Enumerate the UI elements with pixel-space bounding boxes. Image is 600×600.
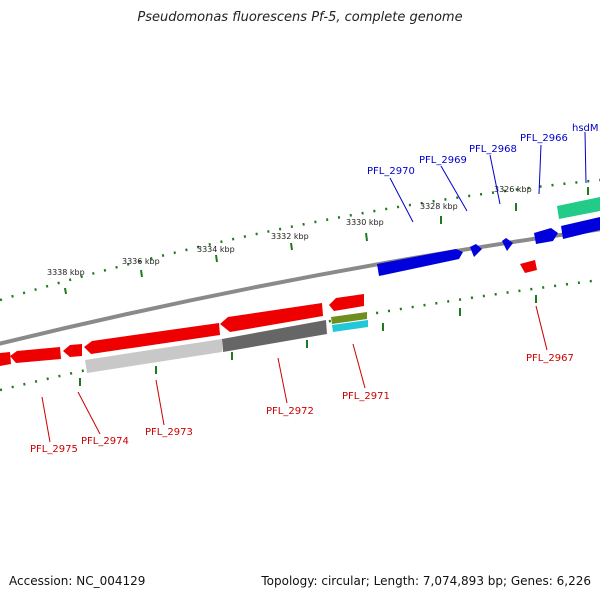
gene-pfl-2967[interactable] (520, 260, 537, 273)
forward-leader-lines (389, 131, 587, 223)
scale-label: 3336 kbp (122, 257, 160, 266)
label-pfl-2968[interactable]: PFL_2968 (469, 144, 517, 155)
scale-label: 3338 kbp (47, 268, 85, 277)
genome-backbone (0, 227, 600, 346)
scale-label: 3328 kbp (420, 202, 458, 211)
gene-pfl-2975[interactable] (10, 347, 61, 363)
label-pfl-2970[interactable]: PFL_2970 (367, 166, 415, 177)
label-pfl-2974[interactable]: PFL_2974 (81, 436, 129, 447)
gene-hsdm[interactable] (561, 217, 600, 239)
label-pfl-2969[interactable]: PFL_2969 (419, 155, 467, 166)
label-pfl-2967[interactable]: PFL_2967 (526, 353, 574, 364)
topology-text: Topology: circular; Length: 7,074,893 bp… (261, 574, 591, 588)
feature-light-gray[interactable] (85, 339, 222, 373)
gene-pfl-2970[interactable] (377, 249, 463, 276)
reverse-leader-lines (41, 305, 548, 443)
feature-olive[interactable] (331, 312, 367, 324)
scale-label: 3334 kbp (197, 245, 235, 254)
gene-pfl-2973[interactable] (84, 323, 220, 354)
outer-major-ticks (64, 187, 589, 295)
gene-partial-left[interactable] (0, 352, 11, 366)
scale-label: 3326 kbp (494, 185, 532, 194)
rna-feature[interactable] (557, 197, 600, 219)
feature-dark-gray[interactable] (222, 320, 327, 352)
label-pfl-2966[interactable]: PFL_2966 (520, 133, 568, 144)
label-pfl-2975[interactable]: PFL_2975 (30, 444, 78, 455)
gene-pfl-2969[interactable] (470, 244, 482, 257)
gene-pfl-2972[interactable] (220, 303, 323, 332)
label-pfl-2973[interactable]: PFL_2973 (145, 427, 193, 438)
gene-pfl-2974[interactable] (63, 344, 82, 357)
label-pfl-2972[interactable]: PFL_2972 (266, 406, 314, 417)
scale-label: 3330 kbp (346, 218, 384, 227)
map-title: Pseudomonas fluorescens Pf-5, complete g… (137, 10, 463, 25)
outer-tick-track (0, 178, 600, 302)
inner-major-ticks (79, 295, 537, 386)
feature-cyan[interactable] (332, 320, 368, 332)
label-hsdm[interactable]: hsdM (572, 123, 599, 134)
accession-text: Accession: NC_004129 (9, 574, 146, 588)
label-pfl-2971[interactable]: PFL_2971 (342, 391, 390, 402)
gene-pfl-2971[interactable] (329, 294, 364, 311)
gene-pfl-2966[interactable] (534, 228, 558, 244)
gene-pfl-2968[interactable] (502, 238, 513, 251)
scale-label: 3332 kbp (271, 232, 309, 241)
